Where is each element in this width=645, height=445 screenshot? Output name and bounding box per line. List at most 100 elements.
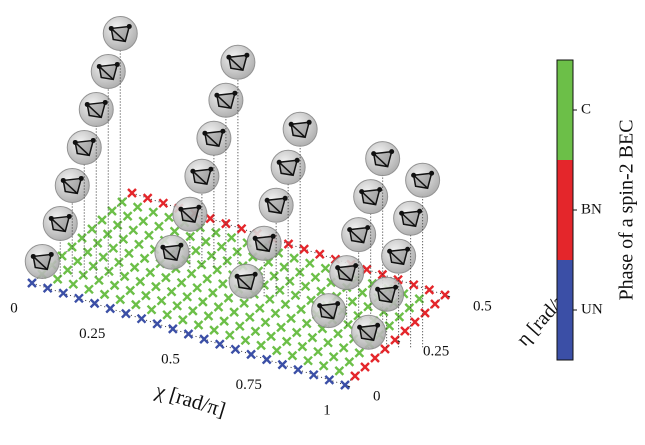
polyhedron	[205, 131, 223, 146]
vertex	[271, 234, 276, 239]
vertex	[208, 167, 213, 172]
phase-marker	[199, 298, 207, 306]
phase-marker	[256, 304, 264, 312]
phase-marker	[335, 367, 343, 375]
phase-marker	[208, 252, 216, 260]
phase-marker	[95, 276, 103, 284]
polyhedron	[237, 274, 255, 289]
x-tick-label: 0.5	[161, 351, 180, 367]
phase-marker	[108, 207, 116, 215]
phase-marker	[132, 301, 140, 309]
phase-marker	[89, 262, 97, 270]
phase-marker	[145, 231, 153, 239]
phase-marker	[206, 215, 214, 223]
phase-marker	[91, 299, 99, 307]
phase-marker	[141, 254, 149, 262]
colorbar-tick-label: BN	[581, 201, 602, 217]
vertex	[317, 303, 322, 308]
colorbar-tick-label: C	[581, 101, 591, 117]
polyhedron	[279, 160, 297, 175]
vertex	[375, 323, 380, 328]
polyhedron	[320, 304, 338, 319]
phase-marker	[171, 227, 179, 235]
vertex	[253, 272, 258, 277]
phase-marker	[411, 318, 419, 326]
phase-marker	[288, 352, 296, 360]
phase-marker	[287, 314, 295, 322]
vertex	[387, 249, 392, 254]
phase-marker	[300, 245, 308, 253]
colorbar-tick-label: UN	[581, 301, 603, 317]
phase-marker	[149, 208, 157, 216]
polyhedron	[51, 216, 69, 231]
phase-marker	[212, 229, 220, 237]
vertex	[417, 209, 422, 214]
phase-marker	[159, 199, 167, 207]
phase-marker	[304, 357, 312, 365]
phase-marker	[209, 289, 217, 297]
phase-marker	[441, 291, 449, 299]
vertex	[178, 243, 183, 248]
vertex	[405, 247, 410, 252]
vertex	[232, 91, 237, 96]
phase-marker	[188, 270, 196, 278]
phase-marker	[99, 253, 107, 261]
phase-marker	[410, 281, 418, 289]
phase-marker	[68, 243, 76, 251]
polyhedron	[75, 140, 93, 155]
vertex	[399, 211, 404, 216]
phase-marker	[291, 291, 299, 299]
vertex	[85, 102, 90, 107]
phase-marker	[216, 340, 224, 348]
y-tick-label: 0.5	[473, 298, 492, 314]
phase-marker	[247, 350, 255, 358]
phase-marker	[320, 362, 328, 370]
phase-marker	[135, 240, 143, 248]
phase-marker	[153, 320, 161, 328]
vertex	[178, 207, 183, 212]
orbitals	[25, 16, 439, 349]
phase-marker	[303, 320, 311, 328]
phase-marker	[261, 318, 269, 326]
polyhedron	[163, 245, 181, 260]
phase-marker	[286, 277, 294, 285]
phase-marker	[185, 330, 193, 338]
vertex	[357, 325, 362, 330]
vertex	[375, 287, 380, 292]
phase-marker	[142, 292, 150, 300]
phase-marker	[324, 339, 332, 347]
polyhedron	[87, 102, 105, 117]
vertex	[196, 205, 201, 210]
phase-marker	[355, 349, 363, 357]
phase-marker	[330, 353, 338, 361]
vertex	[244, 53, 249, 58]
vertex	[220, 129, 225, 134]
phase-marker	[251, 327, 259, 335]
vertex	[377, 187, 382, 192]
phase-marker	[105, 267, 113, 275]
polyhedron	[229, 55, 247, 70]
vertex	[411, 173, 416, 178]
phase-marker	[85, 285, 93, 293]
vertex	[49, 216, 54, 221]
phase-marker	[311, 273, 319, 281]
phase-marker	[189, 307, 197, 315]
phase-marker	[345, 358, 353, 366]
phase-marker	[231, 345, 239, 353]
phase-marker	[257, 341, 265, 349]
vertex	[295, 158, 300, 163]
phase-marker	[218, 243, 226, 251]
polyhedron	[402, 211, 420, 226]
phase-marker	[238, 225, 246, 233]
phase-marker	[74, 257, 82, 265]
phase-marker	[294, 366, 302, 374]
phase-marker	[179, 316, 187, 324]
polyhedron	[111, 26, 129, 41]
polyhedron	[255, 236, 273, 251]
polyhedron	[291, 122, 309, 137]
vertex	[335, 301, 340, 306]
phase-marker	[381, 345, 389, 353]
phase-marker	[405, 304, 413, 312]
phase-marker	[395, 313, 403, 321]
colorbar-segment	[557, 60, 573, 160]
